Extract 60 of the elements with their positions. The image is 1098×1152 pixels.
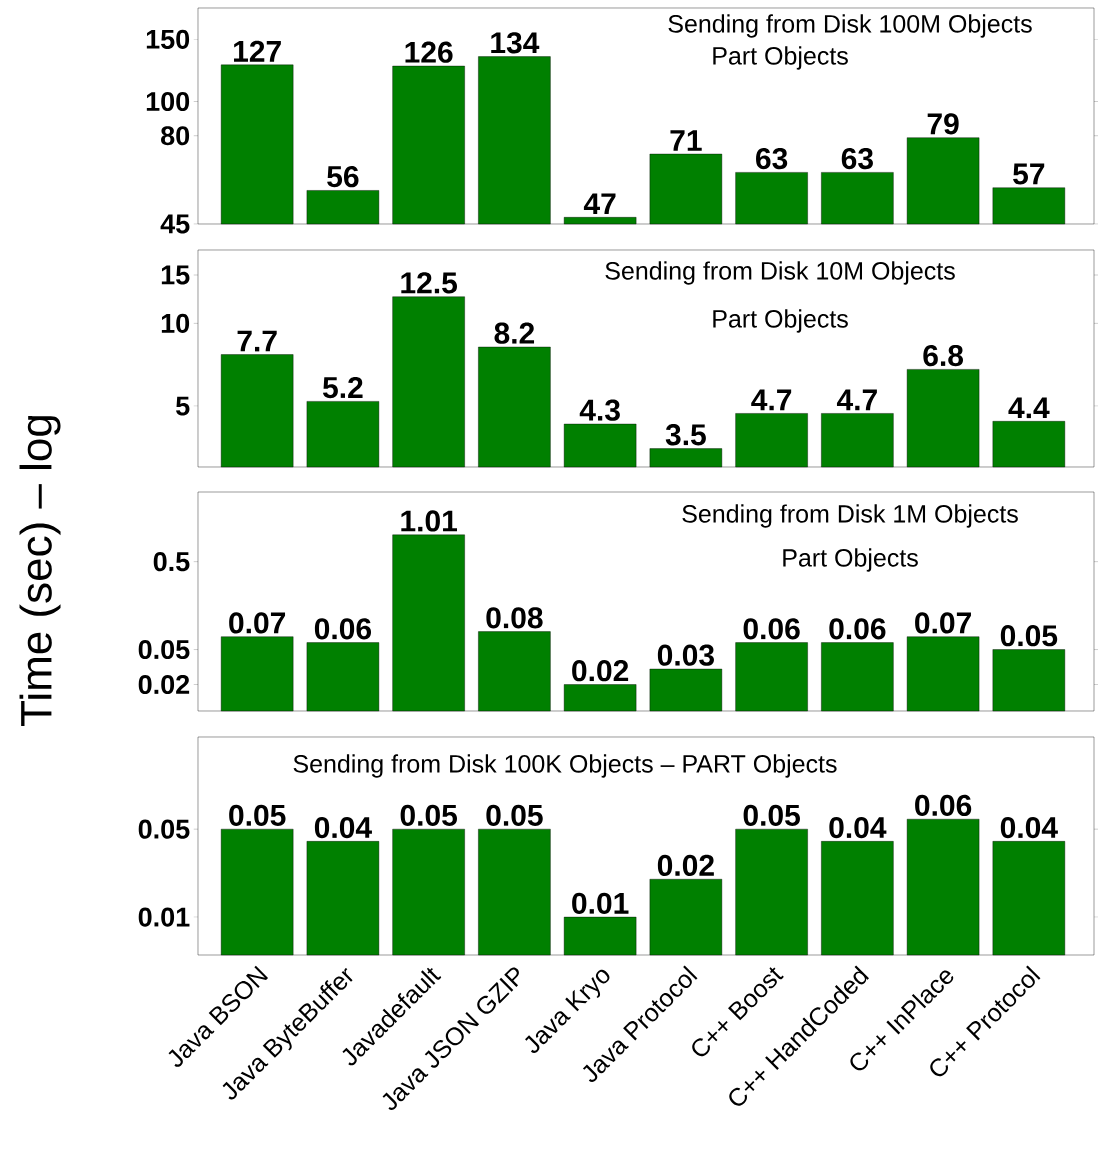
data-label: 0.05 xyxy=(743,804,800,826)
y-tick-label: 45 xyxy=(160,214,190,234)
text: Part Objects xyxy=(713,309,848,333)
y-tick-label: 0.5 xyxy=(153,552,190,572)
y-tick-label: 5 xyxy=(175,396,190,416)
data-label: 0.04 xyxy=(314,816,372,839)
data-label: 0.02 xyxy=(657,854,714,877)
data-label: 0.03 xyxy=(657,644,714,666)
data-label: 56 xyxy=(326,166,359,188)
data-label: 4.7 xyxy=(836,389,877,411)
data-label: 0.05 xyxy=(228,804,286,826)
data-label: 1.01 xyxy=(401,510,457,532)
data-label: 4.4 xyxy=(1008,397,1050,419)
data-label: 79 xyxy=(927,113,959,135)
data-label: 0.06 xyxy=(914,794,972,816)
data-label: 0.07 xyxy=(914,612,971,634)
text: Part Objects xyxy=(713,46,848,70)
y-tick-label: 0.02 xyxy=(138,674,189,695)
y-tick-label: 0.05 xyxy=(138,819,190,839)
data-label: 5.2 xyxy=(322,376,363,399)
data-label: 7.7 xyxy=(237,330,277,352)
data-label: 0.05 xyxy=(400,804,457,826)
y-tick-label: 150 xyxy=(146,29,189,49)
data-label: 0.05 xyxy=(1000,625,1058,647)
chart-title: Sending from Disk 1M Objects xyxy=(682,504,1018,528)
data-label: 4.7 xyxy=(751,389,791,411)
y-tick-label: 80 xyxy=(160,126,189,146)
data-label: 12.5 xyxy=(401,272,457,294)
chart-title: Sending from Disk 100M Objects xyxy=(668,14,1032,38)
data-label: 0.01 xyxy=(571,892,629,914)
y-tick-label: 100 xyxy=(146,91,189,112)
data-label: 63 xyxy=(755,147,788,170)
data-label: 0.04 xyxy=(829,816,887,839)
y-tick-label: 0.05 xyxy=(138,640,190,660)
data-label: 127 xyxy=(233,40,281,62)
data-label: 134 xyxy=(491,32,540,54)
data-label: 0.04 xyxy=(1000,816,1058,839)
data-label: 126 xyxy=(405,41,453,63)
y-axis-title: Time (sec) – log xyxy=(19,416,61,726)
data-label: 0.06 xyxy=(314,618,371,640)
data-label: 0.06 xyxy=(743,618,800,640)
text: Part Objects xyxy=(783,548,918,572)
y-tick-label: 0.01 xyxy=(138,907,190,927)
data-label: 8.2 xyxy=(494,322,534,344)
text: Sending from Disk 100K Objects – PART Objects xyxy=(293,754,837,778)
y-tick-label: 15 xyxy=(161,265,190,285)
data-label: 57 xyxy=(1012,163,1045,185)
data-label: 71 xyxy=(670,130,702,151)
data-label: 0.06 xyxy=(829,618,886,640)
data-label: 4.3 xyxy=(579,399,620,421)
data-label: 6.8 xyxy=(923,344,963,367)
chart-title: Sending from Disk 10M Objects xyxy=(605,261,955,285)
data-label: 0.07 xyxy=(228,612,285,634)
data-label: 0.02 xyxy=(571,660,628,682)
data-label: 3.5 xyxy=(665,424,706,446)
data-label: 63 xyxy=(841,147,873,170)
data-label: 47 xyxy=(583,193,616,215)
data-label: 0.05 xyxy=(486,804,543,826)
data-label: 0.08 xyxy=(486,607,543,629)
y-tick-label: 10 xyxy=(161,313,189,333)
